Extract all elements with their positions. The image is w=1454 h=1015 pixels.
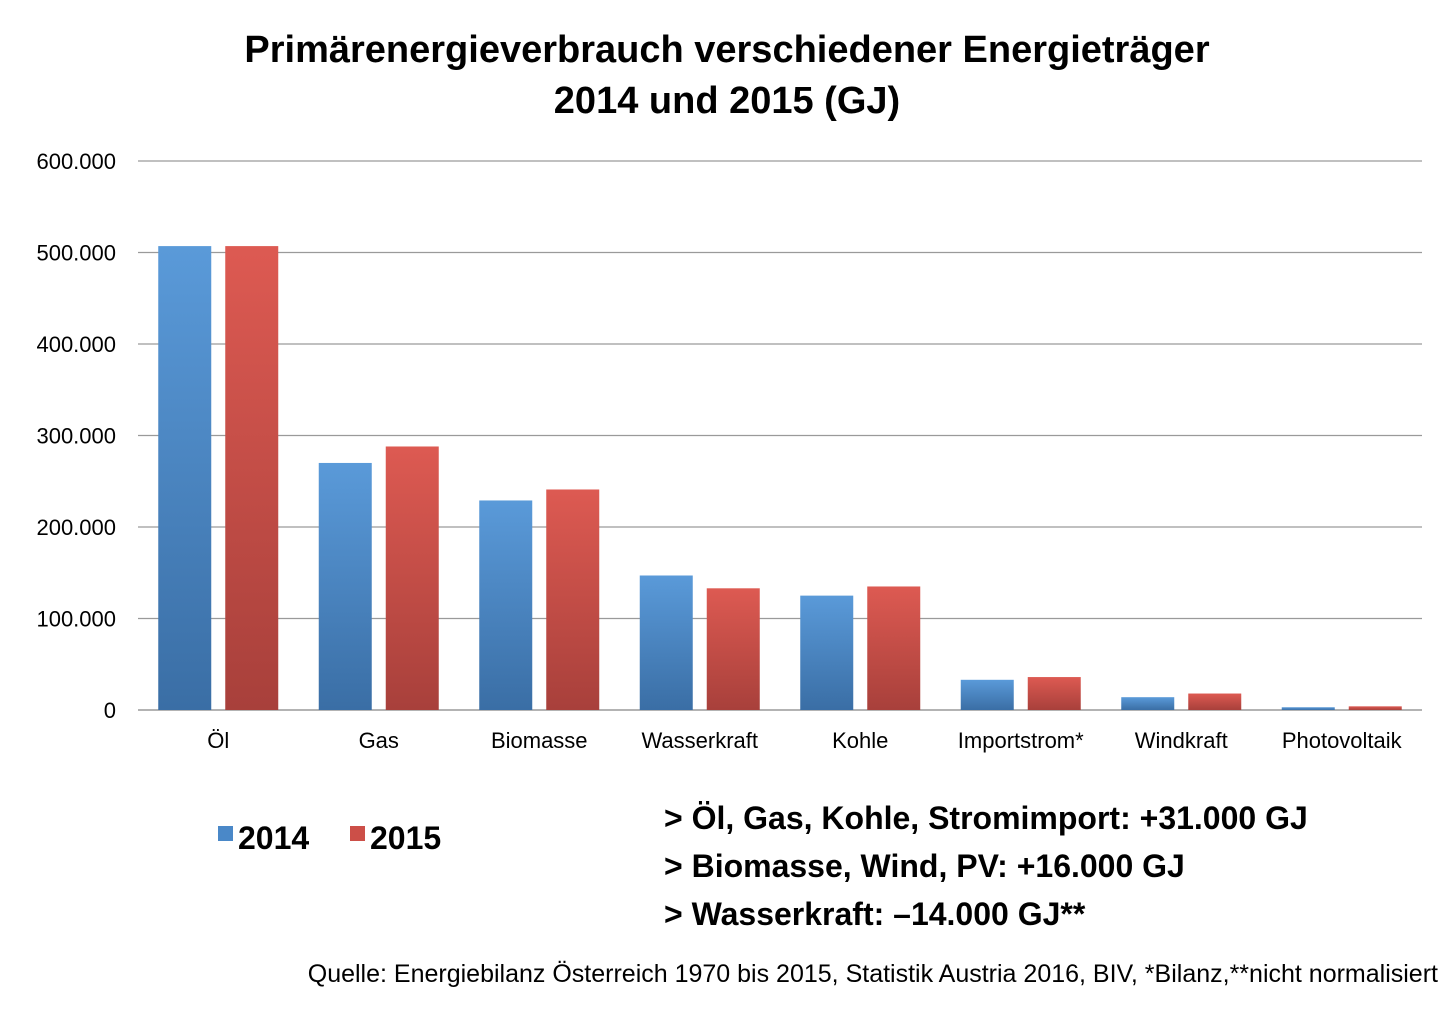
bar-2014 [1281,707,1335,710]
x-tick-label: Kohle [832,728,888,753]
legend-label-2014: 2014 [238,820,310,856]
y-tick-label: 100.000 [36,607,116,632]
note-line-2: > Biomasse, Wind, PV: +16.000 GJ [664,848,1185,884]
bar-2014 [158,246,212,710]
y-axis-tick-labels: 0 100.000 200.000 300.000 400.000 500.000 600.… [36,149,116,723]
bar-2015 [1188,693,1242,710]
bar-chart: 0 100.000 200.000 300.000 400.000 500.000 600.… [36,149,1422,753]
chart-title-line-2: 2014 und 2015 (GJ) [553,80,901,122]
chart-title-line-1: Primärenergieverbrauch verschiedener Ene… [244,29,1210,71]
x-tick-label: Öl [207,728,229,753]
bar-2014 [479,500,533,710]
y-tick-label: 200.000 [36,515,116,540]
bar-2015 [867,586,921,710]
y-tick-label: 500.000 [36,241,116,266]
note-line-1: > Öl, Gas, Kohle, Stromimport: +31.000 G… [664,800,1308,836]
x-tick-label: Windkraft [1135,728,1228,753]
legend-label-2015: 2015 [370,820,442,856]
bar-2015 [385,446,439,710]
bar-2014 [960,679,1014,710]
bars [158,246,1402,710]
y-tick-label: 300.000 [36,424,116,449]
bar-2015 [1027,677,1081,710]
source-note: Quelle: Energiebilanz Österreich 1970 bi… [307,960,1438,988]
legend-swatch-2015 [350,826,365,841]
bar-2015 [225,246,279,710]
legend-item-2014: 2014 [218,818,309,858]
bar-2015 [706,588,760,710]
x-tick-label: Importstrom* [958,728,1084,753]
bar-2014 [318,462,372,710]
x-tick-label: Wasserkraft [641,728,758,753]
y-tick-label: 400.000 [36,332,116,357]
x-tick-label: Photovoltaik [1282,728,1403,753]
x-tick-label: Biomasse [491,728,588,753]
bar-2014 [800,595,854,710]
y-tick-label: 600.000 [36,149,116,174]
notes-block: > Öl, Gas, Kohle, Stromimport: +31.000 G… [664,794,1308,938]
bar-2014 [1121,697,1175,710]
y-tick-label: 0 [104,698,116,723]
x-tick-label: Gas [359,728,399,753]
legend-swatch-2014 [218,826,233,841]
bar-2014 [639,575,693,710]
x-axis-tick-labels: Öl Gas Biomasse Wasserkraft Kohle Importstrom… [207,728,1402,753]
bar-2015 [546,489,600,710]
note-line-3: > Wasserkraft: –14.000 GJ** [664,896,1086,932]
legend-item-2015: 2015 [350,818,441,858]
bar-2015 [1348,706,1402,710]
